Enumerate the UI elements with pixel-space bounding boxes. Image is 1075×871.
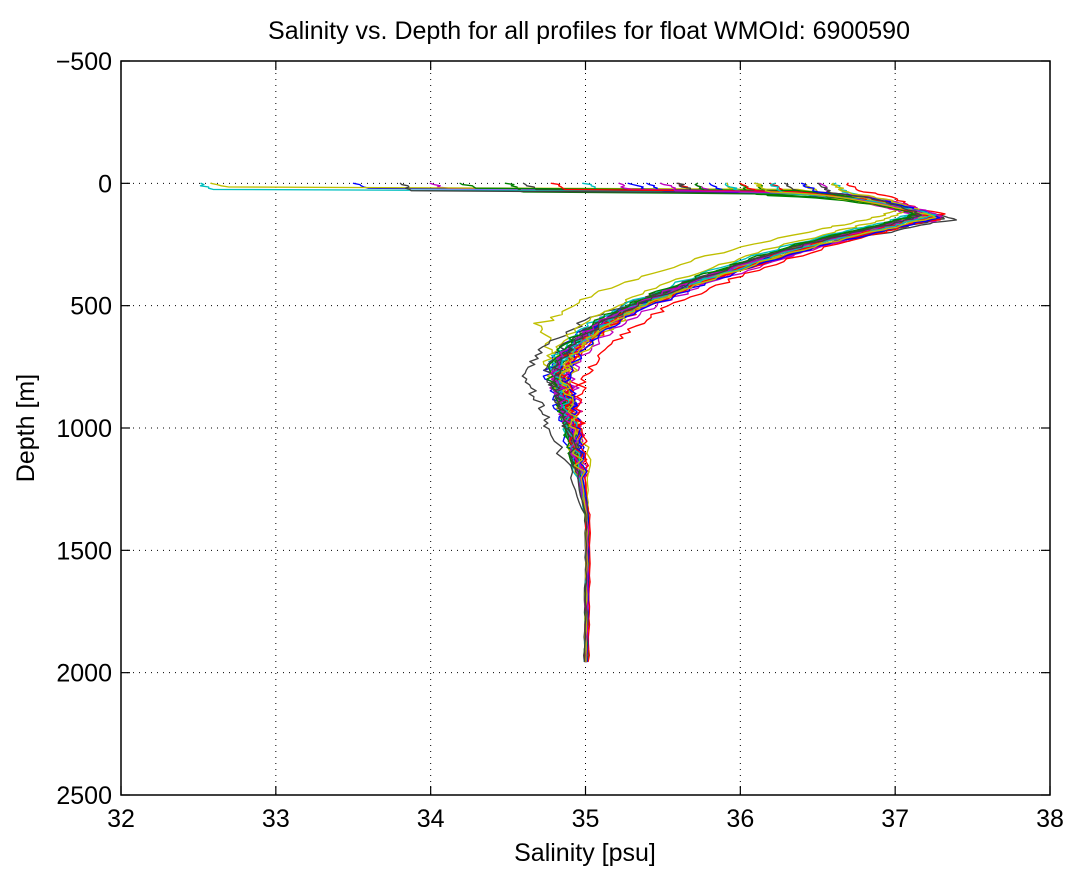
profile-line	[550, 182, 925, 663]
profile-line	[549, 182, 927, 663]
y-tick-label: 500	[70, 293, 112, 321]
profile-line	[548, 182, 914, 663]
profile-line	[549, 182, 926, 663]
x-tick-label: 37	[881, 805, 909, 833]
profile-line	[543, 182, 924, 663]
profile-line	[555, 182, 930, 663]
y-tick-label: −500	[56, 48, 112, 76]
x-tick-label: 36	[726, 805, 754, 833]
profile-line	[553, 182, 937, 663]
profile-line	[459, 182, 920, 663]
profile-line	[559, 182, 932, 663]
chart-title: Salinity vs. Depth for all profiles for …	[268, 17, 910, 45]
profile-line	[555, 182, 937, 663]
profile-line	[546, 182, 917, 663]
x-tick-labels: 32 33 34 35 36 37 38	[107, 805, 1064, 833]
profile-line	[556, 182, 929, 663]
y-tick-label: 2000	[56, 660, 112, 688]
x-tick-label: 33	[262, 805, 290, 833]
x-tick-label: 38	[1036, 805, 1064, 833]
y-tick-label: 0	[98, 170, 112, 198]
profile-lines	[199, 182, 958, 663]
profile-line	[547, 182, 922, 663]
profile-line	[210, 182, 903, 663]
x-tick-label: 34	[417, 805, 445, 833]
profile-line	[399, 182, 958, 663]
x-axis-label: Salinity [psu]	[514, 839, 656, 867]
profile-line	[429, 182, 941, 663]
y-tick-label: 2500	[56, 782, 112, 810]
y-tick-label: 1500	[56, 537, 112, 565]
profile-line	[199, 182, 919, 663]
y-tick-labels: −500 0 500 1000 1500 2000 2500	[56, 48, 112, 810]
grid-lines	[121, 61, 1050, 795]
profile-line	[552, 182, 923, 663]
profile-line	[352, 182, 936, 663]
profile-line	[542, 182, 908, 663]
x-tick-label: 35	[572, 805, 600, 833]
tick-marks	[120, 60, 1051, 796]
x-tick-label: 32	[107, 805, 135, 833]
y-tick-label: 1000	[56, 415, 112, 443]
y-axis-label: Depth [m]	[12, 374, 40, 482]
profile-line	[563, 182, 923, 663]
